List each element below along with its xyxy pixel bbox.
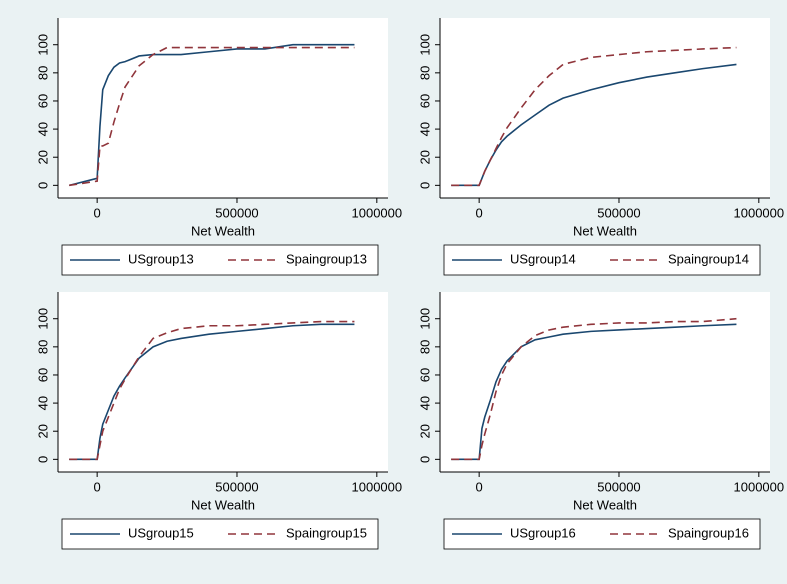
y-tick-label: 60 (417, 368, 432, 382)
series-line (69, 323, 355, 461)
legend-label: Spaingroup14 (668, 251, 749, 266)
y-tick-label: 20 (417, 150, 432, 164)
x-tick-label: 0 (476, 205, 483, 220)
legend-label: USgroup15 (128, 525, 194, 540)
y-tick-label: 80 (417, 340, 432, 354)
series-line (451, 317, 737, 461)
x-axis-label: Net Wealth (191, 497, 255, 512)
x-axis-label: Net Wealth (573, 223, 637, 238)
legend-label: Spaingroup15 (286, 525, 367, 540)
y-tick-label: 40 (35, 396, 50, 410)
legend-label: Spaingroup16 (668, 525, 749, 540)
y-tick-label: 100 (35, 308, 50, 330)
x-tick-label: 500000 (597, 205, 640, 220)
series-line (451, 46, 737, 187)
legend-label: USgroup14 (510, 251, 576, 266)
x-tick-label: 0 (94, 205, 101, 220)
y-tick-label: 0 (35, 456, 50, 463)
y-tick-label: 20 (35, 424, 50, 438)
x-tick-label: 500000 (215, 479, 258, 494)
x-tick-label: 0 (94, 479, 101, 494)
y-tick-label: 40 (417, 396, 432, 410)
plot-area (58, 292, 388, 472)
plot-area (440, 292, 770, 472)
y-tick-label: 20 (417, 424, 432, 438)
y-tick-label: 0 (417, 456, 432, 463)
plot-area (440, 18, 770, 198)
y-tick-label: 80 (35, 66, 50, 80)
y-tick-label: 60 (35, 368, 50, 382)
x-tick-label: 1000000 (352, 205, 403, 220)
y-tick-label: 40 (35, 122, 50, 136)
y-tick-label: 60 (35, 94, 50, 108)
x-tick-label: 1000000 (352, 479, 403, 494)
y-tick-label: 0 (35, 182, 50, 189)
x-tick-label: 1000000 (734, 479, 785, 494)
x-tick-label: 0 (476, 479, 483, 494)
y-tick-label: 80 (417, 66, 432, 80)
series-line (451, 323, 737, 461)
legend-label: USgroup16 (510, 525, 576, 540)
legend-label: Spaingroup13 (286, 251, 367, 266)
x-tick-label: 500000 (215, 205, 258, 220)
y-tick-label: 0 (417, 182, 432, 189)
x-tick-label: 500000 (597, 479, 640, 494)
x-axis-label: Net Wealth (191, 223, 255, 238)
x-axis-label: Net Wealth (573, 497, 637, 512)
y-tick-label: 100 (417, 308, 432, 330)
x-tick-label: 1000000 (734, 205, 785, 220)
y-tick-label: 100 (35, 34, 50, 56)
series-line (69, 46, 355, 187)
y-tick-label: 40 (417, 122, 432, 136)
y-tick-label: 80 (35, 340, 50, 354)
y-tick-label: 100 (417, 34, 432, 56)
legend-box (61, 244, 379, 276)
y-tick-label: 60 (417, 94, 432, 108)
y-tick-label: 20 (35, 150, 50, 164)
legend-label: USgroup13 (128, 251, 194, 266)
series-line (69, 320, 355, 461)
